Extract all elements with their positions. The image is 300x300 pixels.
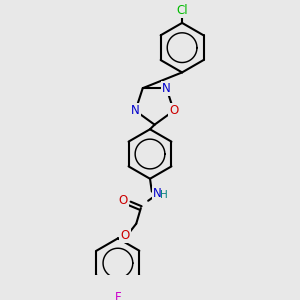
Text: O: O (121, 229, 130, 242)
Text: H: H (160, 190, 168, 200)
Text: N: N (131, 104, 140, 117)
Text: Cl: Cl (176, 4, 188, 16)
Text: O: O (119, 194, 128, 207)
Text: N: N (162, 82, 171, 95)
Text: O: O (169, 104, 178, 117)
Text: F: F (115, 290, 121, 300)
Text: N: N (153, 187, 162, 200)
